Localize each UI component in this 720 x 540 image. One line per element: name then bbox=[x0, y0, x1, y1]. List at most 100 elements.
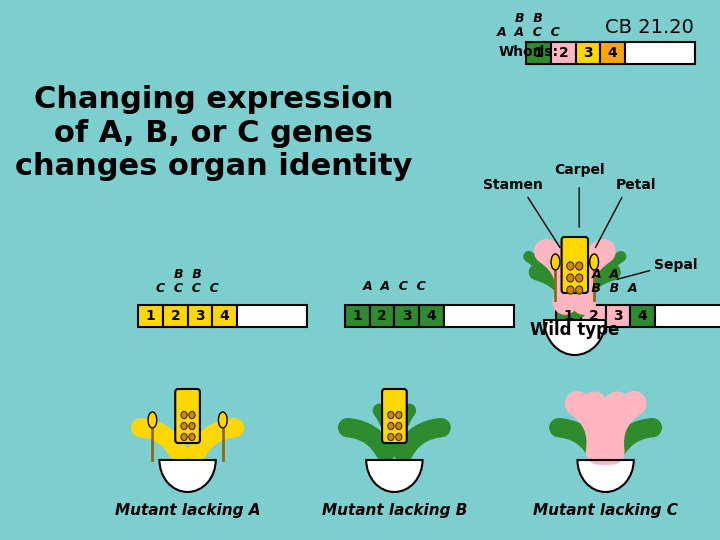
Bar bbox=[551, 42, 576, 64]
Text: B  B: B B bbox=[174, 268, 202, 281]
Circle shape bbox=[576, 262, 582, 270]
Bar bbox=[444, 305, 514, 327]
Bar bbox=[138, 305, 163, 327]
Text: A  A: A A bbox=[592, 268, 620, 281]
Circle shape bbox=[567, 286, 574, 294]
FancyArrowPatch shape bbox=[611, 403, 634, 453]
Text: 2: 2 bbox=[377, 309, 387, 323]
FancyArrowPatch shape bbox=[348, 428, 385, 453]
Text: 1: 1 bbox=[145, 309, 156, 323]
FancyArrowPatch shape bbox=[594, 404, 607, 453]
Bar bbox=[576, 42, 600, 64]
Text: 3: 3 bbox=[402, 309, 412, 323]
Text: 4: 4 bbox=[638, 309, 647, 323]
Circle shape bbox=[396, 434, 402, 441]
Bar bbox=[581, 305, 606, 327]
Bar bbox=[395, 305, 419, 327]
Text: Whorls:: Whorls: bbox=[498, 45, 558, 59]
Bar bbox=[188, 305, 212, 327]
Text: Wild type: Wild type bbox=[530, 321, 619, 339]
Text: Changing expression
of A, B, or C genes
changes organ identity: Changing expression of A, B, or C genes … bbox=[15, 85, 413, 181]
FancyBboxPatch shape bbox=[562, 237, 588, 293]
Bar bbox=[526, 42, 551, 64]
Circle shape bbox=[576, 274, 582, 282]
Bar bbox=[370, 305, 395, 327]
Text: Petal: Petal bbox=[616, 178, 657, 192]
Text: B  B: B B bbox=[515, 11, 543, 24]
Circle shape bbox=[189, 411, 195, 418]
FancyArrowPatch shape bbox=[528, 256, 570, 312]
Ellipse shape bbox=[551, 254, 560, 270]
Circle shape bbox=[388, 411, 394, 418]
Text: 4: 4 bbox=[608, 46, 618, 60]
Wedge shape bbox=[577, 460, 634, 492]
Text: Carpel: Carpel bbox=[554, 163, 605, 177]
Circle shape bbox=[396, 422, 402, 429]
Text: Mutant lacking A: Mutant lacking A bbox=[114, 503, 261, 517]
Text: 3: 3 bbox=[583, 46, 593, 60]
Circle shape bbox=[396, 411, 402, 418]
Text: Mutant lacking C: Mutant lacking C bbox=[533, 503, 678, 517]
Bar bbox=[630, 305, 655, 327]
Text: 1: 1 bbox=[564, 309, 574, 323]
FancyBboxPatch shape bbox=[382, 389, 407, 443]
Text: CB 21.20: CB 21.20 bbox=[605, 18, 693, 37]
Bar bbox=[237, 305, 307, 327]
Circle shape bbox=[181, 411, 187, 418]
Text: 2: 2 bbox=[559, 46, 568, 60]
Bar bbox=[655, 305, 720, 327]
Bar bbox=[419, 305, 444, 327]
Wedge shape bbox=[366, 460, 423, 492]
Circle shape bbox=[189, 422, 195, 429]
FancyArrowPatch shape bbox=[582, 252, 603, 302]
FancyBboxPatch shape bbox=[175, 389, 200, 443]
FancyArrowPatch shape bbox=[403, 428, 441, 453]
Bar bbox=[625, 42, 696, 64]
Text: 2: 2 bbox=[588, 309, 598, 323]
Ellipse shape bbox=[218, 412, 228, 428]
Text: Mutant lacking B: Mutant lacking B bbox=[322, 503, 467, 517]
FancyArrowPatch shape bbox=[603, 404, 617, 453]
Circle shape bbox=[567, 262, 574, 270]
Bar bbox=[345, 305, 370, 327]
Bar bbox=[600, 42, 625, 64]
Ellipse shape bbox=[590, 254, 598, 270]
Text: Sepal: Sepal bbox=[654, 258, 698, 272]
Bar bbox=[212, 305, 237, 327]
Bar bbox=[557, 305, 581, 327]
Text: Stamen: Stamen bbox=[483, 178, 543, 192]
Circle shape bbox=[388, 434, 394, 441]
Circle shape bbox=[567, 274, 574, 282]
Wedge shape bbox=[544, 320, 606, 355]
FancyArrowPatch shape bbox=[575, 272, 613, 307]
Bar bbox=[606, 305, 630, 327]
Text: 4: 4 bbox=[220, 309, 230, 323]
Circle shape bbox=[576, 286, 582, 294]
FancyArrowPatch shape bbox=[546, 252, 567, 302]
Text: C  C  C  C: C C C C bbox=[156, 282, 219, 295]
Text: 1: 1 bbox=[534, 46, 544, 60]
FancyArrowPatch shape bbox=[379, 410, 392, 448]
Text: 1: 1 bbox=[353, 309, 362, 323]
Circle shape bbox=[181, 422, 187, 429]
Text: 2: 2 bbox=[171, 309, 180, 323]
Bar bbox=[163, 305, 188, 327]
Wedge shape bbox=[159, 460, 216, 492]
Circle shape bbox=[388, 422, 394, 429]
Text: A  B  B  A: A B B A bbox=[573, 282, 638, 295]
FancyArrowPatch shape bbox=[141, 428, 179, 453]
Text: 4: 4 bbox=[426, 309, 436, 323]
FancyArrowPatch shape bbox=[577, 403, 599, 453]
Circle shape bbox=[181, 434, 187, 441]
Circle shape bbox=[189, 434, 195, 441]
FancyArrowPatch shape bbox=[397, 410, 409, 448]
FancyArrowPatch shape bbox=[537, 272, 574, 307]
FancyArrowPatch shape bbox=[614, 428, 652, 453]
FancyArrowPatch shape bbox=[559, 428, 597, 453]
Text: 3: 3 bbox=[613, 309, 623, 323]
FancyArrowPatch shape bbox=[580, 256, 621, 312]
FancyArrowPatch shape bbox=[197, 428, 234, 453]
Text: A  A  C  C: A A C C bbox=[362, 280, 426, 294]
Text: 3: 3 bbox=[195, 309, 204, 323]
Text: A  A  C  C: A A C C bbox=[497, 25, 561, 38]
